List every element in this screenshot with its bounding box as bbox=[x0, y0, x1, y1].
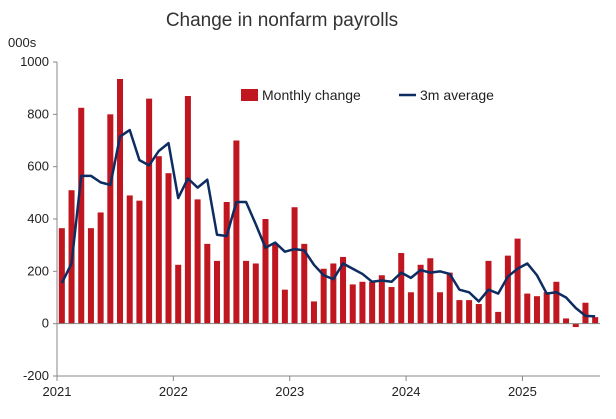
bar-monthly-change bbox=[330, 263, 337, 324]
bar-monthly-change bbox=[592, 317, 599, 324]
bar-monthly-change bbox=[117, 79, 124, 324]
x-tick-label: 2024 bbox=[392, 384, 421, 399]
bar-monthly-change bbox=[87, 228, 94, 324]
x-tick-label: 2023 bbox=[275, 384, 304, 399]
bar-monthly-change bbox=[427, 258, 434, 324]
bar-monthly-change bbox=[340, 256, 347, 324]
y-axis: -200 0 200 400 600 800 1000 bbox=[20, 54, 57, 383]
y-tick-label: 200 bbox=[27, 263, 49, 278]
bar-monthly-change bbox=[155, 156, 162, 324]
bar-monthly-change bbox=[320, 268, 327, 324]
bar-monthly-change bbox=[369, 281, 376, 324]
bar-monthly-change bbox=[407, 292, 414, 324]
bar-monthly-change bbox=[437, 292, 444, 324]
bar-monthly-change bbox=[175, 264, 182, 324]
bar-monthly-change bbox=[233, 140, 240, 324]
bar-monthly-change bbox=[107, 114, 114, 324]
bar-monthly-change bbox=[388, 287, 395, 324]
bar-monthly-change bbox=[378, 275, 385, 324]
bar-monthly-change bbox=[194, 199, 201, 324]
legend-label-monthly-change: Monthly change bbox=[262, 87, 361, 103]
bar-monthly-change bbox=[456, 300, 463, 324]
bar-monthly-change bbox=[204, 243, 211, 324]
bar-monthly-change bbox=[272, 243, 279, 324]
bar-monthly-change bbox=[291, 207, 298, 324]
y-tick-label: 0 bbox=[42, 316, 49, 331]
bar-monthly-change bbox=[223, 201, 230, 324]
bar-monthly-change bbox=[213, 260, 220, 324]
bar-monthly-change bbox=[301, 243, 308, 324]
y-tick-label: 1000 bbox=[20, 54, 49, 69]
y-tick-label: 400 bbox=[27, 211, 49, 226]
three-month-average-line bbox=[60, 128, 596, 318]
bar-monthly-change bbox=[58, 228, 65, 324]
bar-monthly-change bbox=[466, 300, 473, 324]
chart-title: Change in nonfarm payrolls bbox=[166, 10, 398, 31]
bar-monthly-change bbox=[243, 260, 250, 324]
bar-monthly-change bbox=[495, 311, 502, 324]
bar-monthly-change bbox=[281, 289, 288, 324]
bar-monthly-change bbox=[359, 281, 366, 324]
bar-monthly-change bbox=[136, 200, 143, 324]
bar-monthly-change bbox=[262, 219, 269, 324]
x-tick-label: 2021 bbox=[43, 384, 72, 399]
bar-monthly-change bbox=[514, 238, 521, 324]
bar-monthly-change bbox=[165, 173, 172, 324]
bar-monthly-change bbox=[504, 255, 511, 324]
x-tick-label: 2025 bbox=[508, 384, 537, 399]
y-tick-label: 800 bbox=[27, 106, 49, 121]
y-tick-label: -200 bbox=[23, 368, 49, 383]
bar-monthly-change bbox=[485, 260, 492, 324]
bar-monthly-change bbox=[184, 96, 191, 324]
bar-monthly-change bbox=[417, 264, 424, 324]
bar-monthly-change bbox=[446, 272, 453, 324]
bar-monthly-change bbox=[398, 253, 405, 324]
y-tick-label: 600 bbox=[27, 159, 49, 174]
bar-monthly-change bbox=[582, 302, 589, 324]
x-axis-ticks: 2021 2022 2023 2024 2025 bbox=[43, 376, 537, 399]
legend-label-3m-average: 3m average bbox=[420, 87, 494, 103]
bar-monthly-change bbox=[310, 301, 317, 324]
bar-monthly-change bbox=[475, 304, 482, 324]
y-unit-label: 000s bbox=[8, 35, 37, 50]
bar-monthly-change bbox=[97, 212, 104, 324]
bar-monthly-change bbox=[349, 284, 356, 324]
bar-monthly-change bbox=[126, 195, 133, 324]
legend: Monthly change 3m average bbox=[241, 87, 494, 103]
bar-monthly-change bbox=[543, 292, 550, 324]
bar-monthly-change bbox=[524, 293, 531, 324]
bar-monthly-change bbox=[553, 281, 560, 324]
bar-monthly-change bbox=[252, 263, 259, 324]
bar-monthly-change bbox=[572, 323, 579, 328]
bar-monthly-change bbox=[146, 98, 153, 324]
legend-swatch-monthly-change bbox=[241, 89, 258, 101]
bar-monthly-change bbox=[533, 296, 540, 324]
bar-series bbox=[58, 79, 599, 328]
bar-monthly-change bbox=[563, 318, 570, 324]
bar-monthly-change bbox=[78, 107, 85, 324]
x-tick-label: 2022 bbox=[159, 384, 188, 399]
